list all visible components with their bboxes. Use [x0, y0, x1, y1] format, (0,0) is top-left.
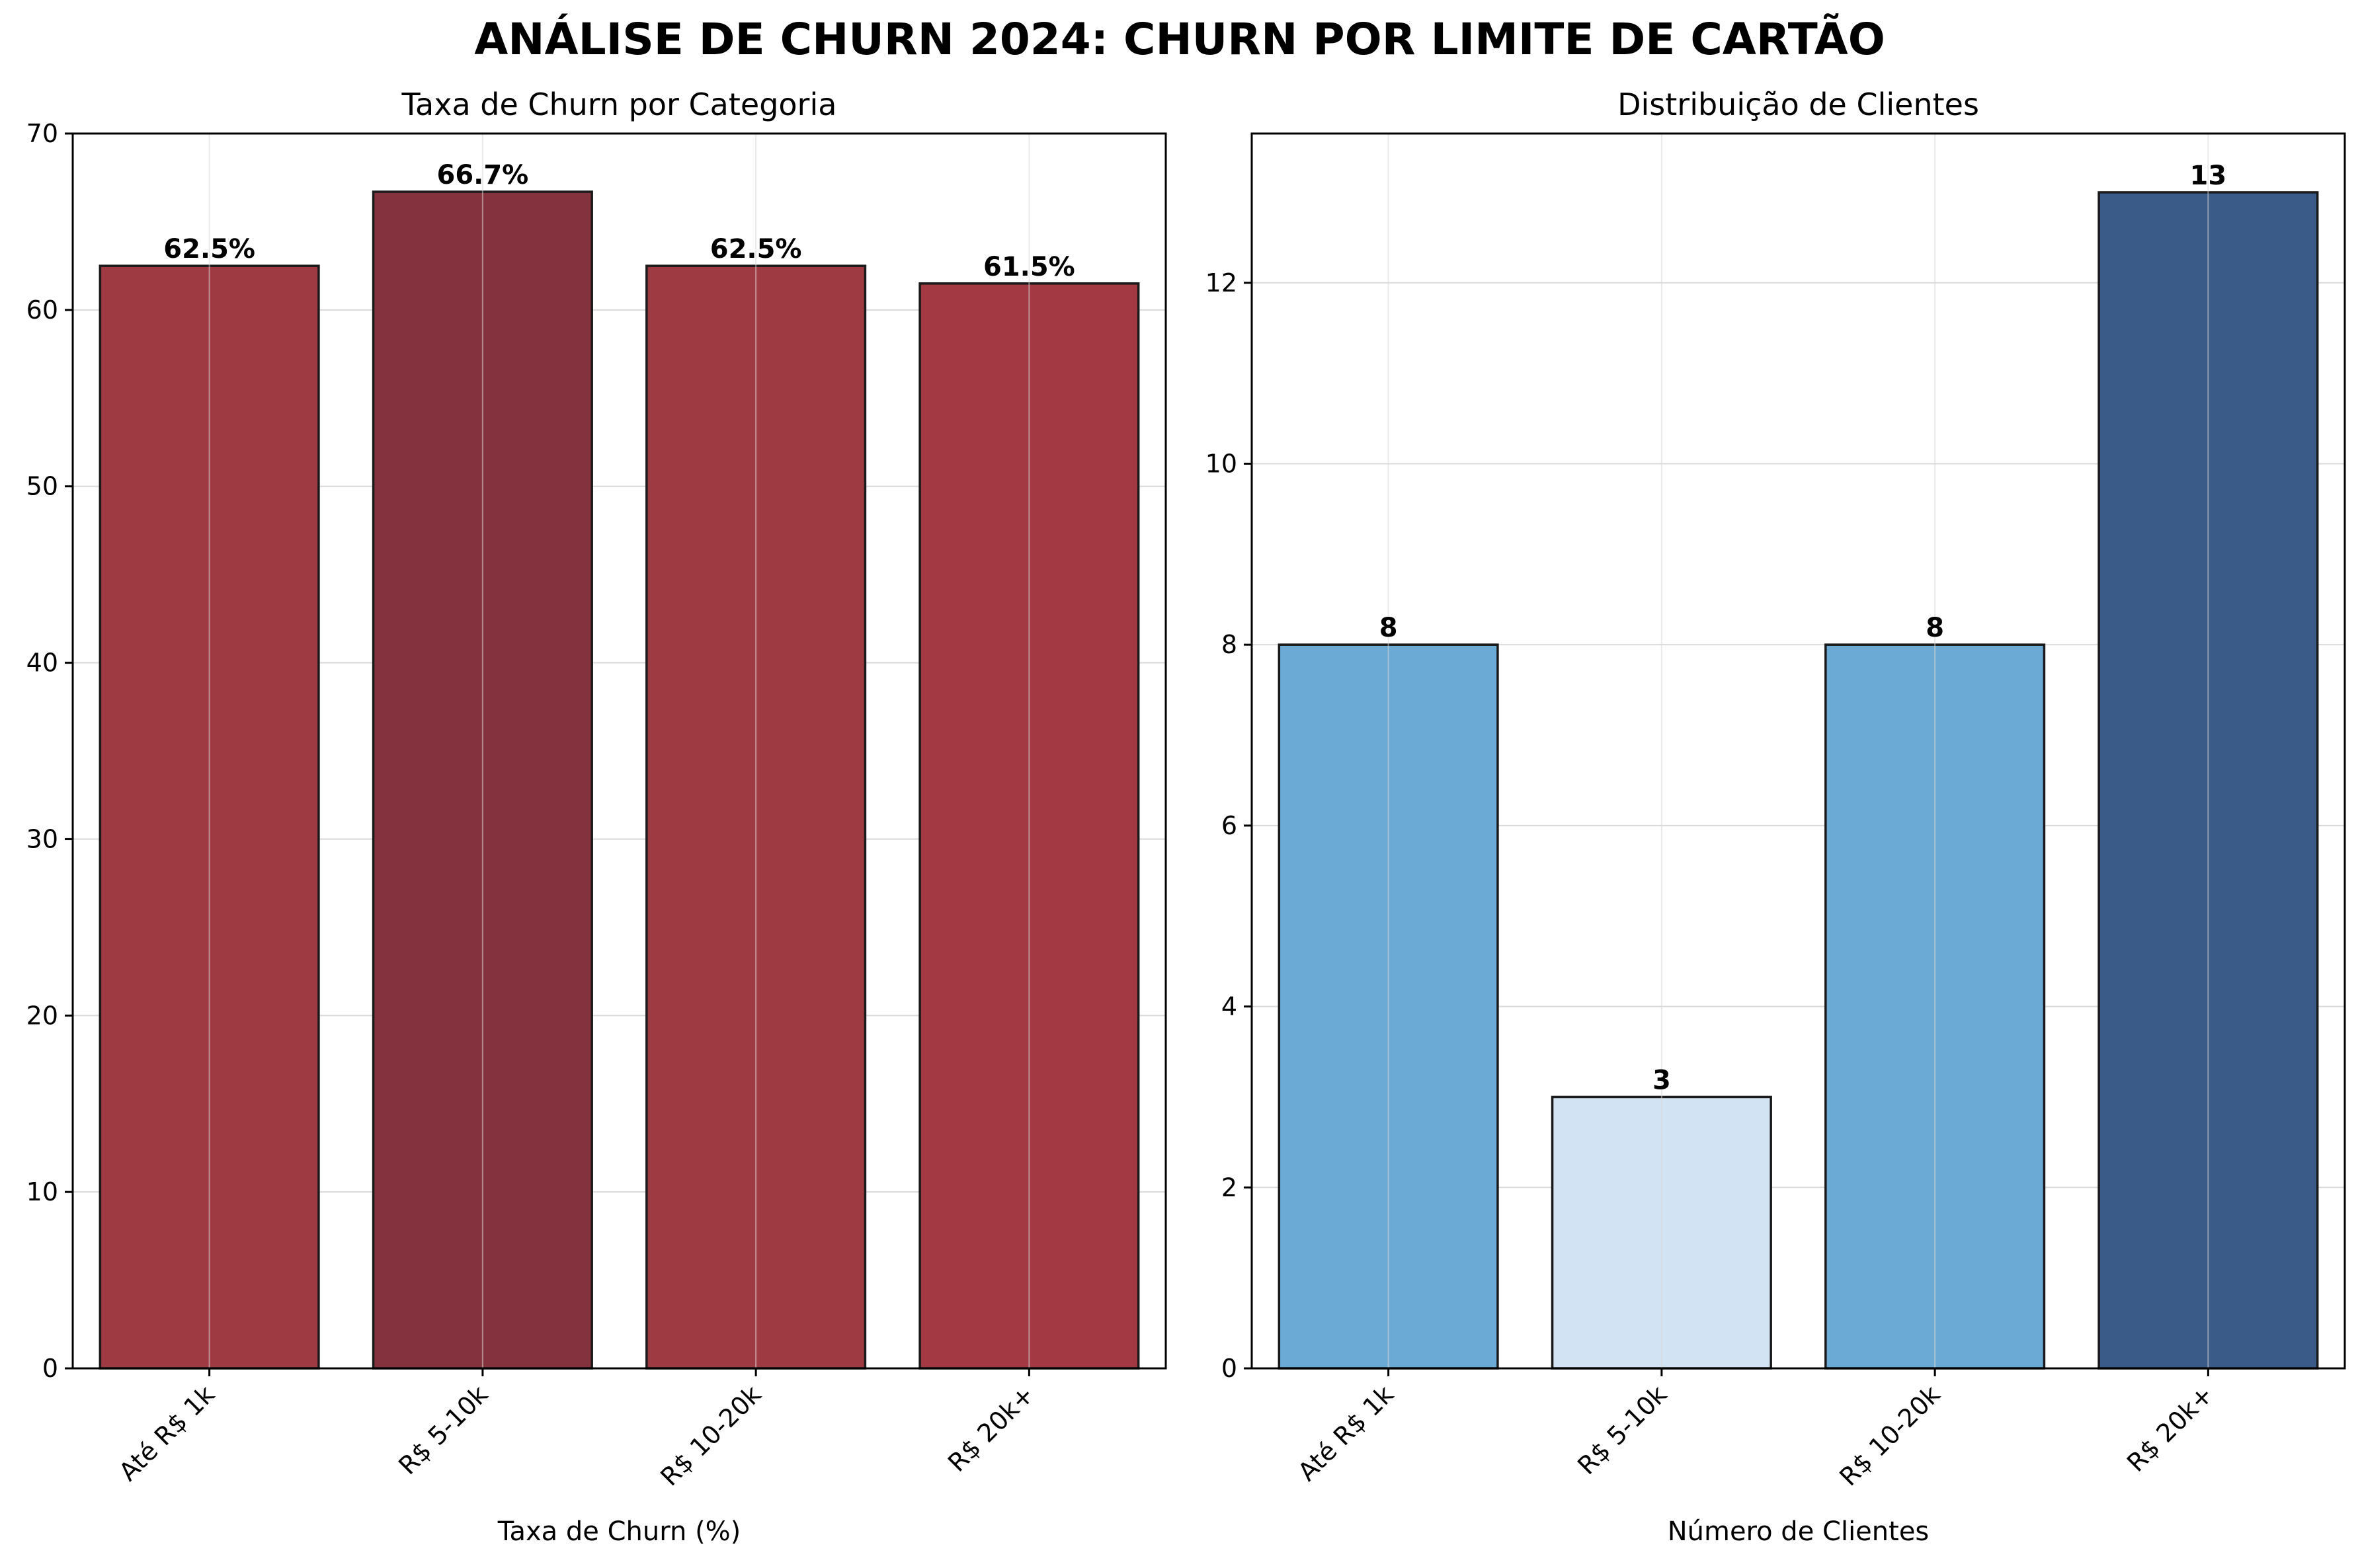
client-distribution-panel: 8 3 8 13 0 2 4 6 8 10 12 Até R$ 1k R$ 5-10k R$ 10-20k…	[1205, 87, 2346, 1547]
churn-x-tick-label: R$ 10-20k	[655, 1380, 766, 1491]
clients-y-tick-label: 10	[1205, 450, 1237, 479]
clients-y-tick-label: 4	[1221, 992, 1237, 1021]
churn-x-tick-label: R$ 5-10k	[393, 1380, 493, 1480]
clients-y-tick-label: 6	[1221, 811, 1237, 840]
churn-y-tick-label: 40	[26, 648, 58, 678]
churn-x-tick-label: R$ 20k+	[942, 1380, 1040, 1477]
clients-data-label: 3	[1652, 1065, 1671, 1095]
clients-x-axis-label: Número de Clientes	[1668, 1516, 1930, 1547]
churn-y-tick-label: 20	[26, 1001, 58, 1030]
clients-y-tick-label: 12	[1205, 268, 1237, 297]
clients-y-tick-label: 8	[1221, 630, 1237, 659]
churn-x-tick-label: Até R$ 1k	[113, 1380, 220, 1487]
churn-data-label: 62.5%	[163, 234, 255, 264]
clients-x-tick-label: R$ 5-10k	[1572, 1380, 1672, 1480]
churn-y-tick-label: 60	[26, 295, 58, 325]
churn-subplot-title: Taxa de Churn por Categoria	[401, 87, 837, 122]
clients-x-tick-label: R$ 20k+	[2121, 1380, 2219, 1477]
churn-y-tick-label: 50	[26, 472, 58, 501]
churn-x-axis-label: Taxa de Churn (%)	[497, 1516, 741, 1547]
clients-x-tick-label: R$ 10-20k	[1834, 1380, 1945, 1491]
clients-y-tick-label: 2	[1221, 1173, 1237, 1202]
clients-subplot-title: Distribuição de Clientes	[1617, 87, 1979, 122]
clients-data-label: 13	[2190, 161, 2227, 191]
clients-axes-frame	[1250, 132, 2346, 1370]
churn-y-tick-label: 70	[26, 119, 58, 148]
clients-y-tick-label: 0	[1221, 1354, 1237, 1383]
figure-title: ANÁLISE DE CHURN 2024: CHURN POR LIMITE …	[474, 13, 1885, 65]
churn-rate-panel: 62.5% 66.7% 62.5% 61.5% 0 10 20 30 40 50 60 70 Até R…	[26, 87, 1167, 1547]
churn-y-tick-label: 0	[42, 1354, 58, 1383]
churn-data-label: 62.5%	[710, 234, 802, 264]
churn-axes-frame	[71, 132, 1167, 1370]
churn-y-tick-label: 10	[26, 1177, 58, 1206]
clients-data-label: 8	[1926, 613, 1944, 643]
churn-data-label: 61.5%	[983, 252, 1075, 282]
clients-x-tick-label: Até R$ 1k	[1292, 1380, 1399, 1487]
churn-y-tick-label: 30	[26, 824, 58, 853]
clients-data-label: 8	[1379, 613, 1398, 643]
churn-data-label: 66.7%	[436, 160, 528, 190]
